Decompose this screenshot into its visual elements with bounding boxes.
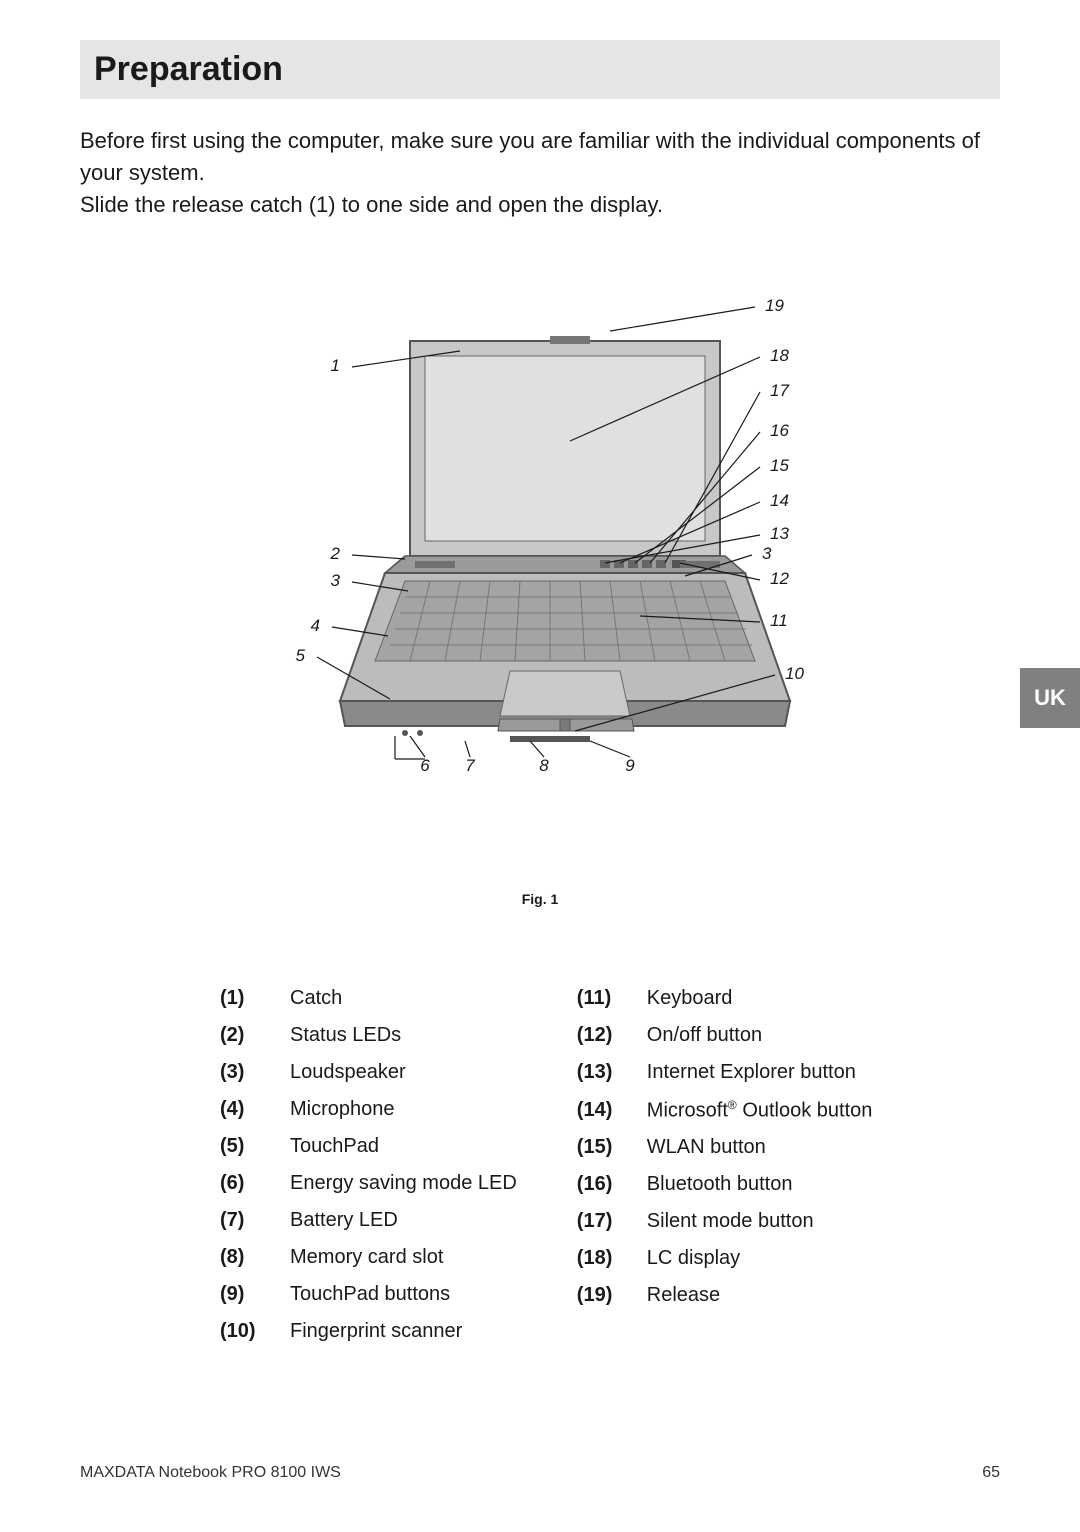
legend-item: (12) On/off button [577,1024,873,1047]
section-heading-bar: Preparation [80,40,1000,99]
legend-number: (12) [577,1024,627,1047]
callout-label: 3 [762,544,772,563]
legend-label: Internet Explorer button [647,1061,856,1084]
callout-label: 2 [330,544,341,563]
legend-number: (10) [220,1320,270,1343]
intro-line-2: Slide the release catch (1) to one side … [80,192,663,217]
legend-label: Microsoft® Outlook button [647,1098,873,1123]
callout-label: 15 [770,456,789,475]
legend-number: (13) [577,1061,627,1084]
legend-item: (13) Internet Explorer button [577,1061,873,1084]
legend-number: (1) [220,987,270,1010]
callout-label: 11 [770,611,788,630]
legend-item: (19) Release [577,1284,873,1307]
intro-line-1: Before first using the computer, make su… [80,128,980,185]
section-heading: Preparation [94,50,986,89]
legend-number: (18) [577,1247,627,1270]
legend-item: (3) Loudspeaker [220,1061,517,1084]
legend-item: (18) LC display [577,1247,873,1270]
legend-number: (17) [577,1210,627,1233]
callout-label: 18 [770,346,789,365]
callout-label: 9 [625,756,635,775]
laptop-diagram: 123456789191817161514133121110 [210,281,870,801]
legend-label: WLAN button [647,1136,766,1159]
legend-column-left: (1) Catch (2) Status LEDs (3) Loudspeaker (4) M… [220,987,517,1343]
legend-item: (15) WLAN button [577,1136,873,1159]
legend-label: Loudspeaker [290,1061,406,1084]
callout-label: 17 [770,381,789,400]
intro-paragraph: Before first using the computer, make su… [80,125,1000,221]
figure-caption: Fig. 1 [80,891,1000,907]
callout-label: 16 [770,421,789,440]
callout-label: 10 [785,664,804,683]
legend-label: LC display [647,1247,740,1270]
callout-label: 7 [465,756,475,775]
legend-number: (4) [220,1098,270,1121]
legend-number: (16) [577,1173,627,1196]
legend-item: (7) Battery LED [220,1209,517,1232]
legend-number: (6) [220,1172,270,1195]
legend-label: Fingerprint scanner [290,1320,462,1343]
legend-number: (19) [577,1284,627,1307]
laptop-hinge-row [385,556,745,573]
footer-product-name: MAXDATA Notebook PRO 8100 IWS [80,1464,341,1482]
legend-number: (8) [220,1246,270,1269]
callout-label: 1 [331,356,340,375]
legend-label: Battery LED [290,1209,398,1232]
legend-label: TouchPad buttons [290,1283,450,1306]
legend-label: Status LEDs [290,1024,401,1047]
laptop-lid [410,336,720,556]
callout-label: 5 [296,646,306,665]
legend-item: (8) Memory card slot [220,1246,517,1269]
legend-number: (3) [220,1061,270,1084]
legend-item: (9) TouchPad buttons [220,1283,517,1306]
legend-label: Microphone [290,1098,395,1121]
legend-label: Energy saving mode LED [290,1172,517,1195]
callout-label: 12 [770,569,789,588]
legend-label: On/off button [647,1024,762,1047]
legend-number: (7) [220,1209,270,1232]
legend-label: Keyboard [647,987,733,1010]
legend-number: (5) [220,1135,270,1158]
legend-item: (16) Bluetooth button [577,1173,873,1196]
figure-area: 123456789191817161514133121110 [80,281,1000,861]
legend-item: (14) Microsoft® Outlook button [577,1098,873,1123]
callout-label: 19 [765,296,784,315]
legend-label: Bluetooth button [647,1173,793,1196]
legend-label: Silent mode button [647,1210,814,1233]
legend-number: (14) [577,1099,627,1122]
legend-number: (15) [577,1136,627,1159]
footer-page-number: 65 [982,1464,1000,1482]
legend-item: (4) Microphone [220,1098,517,1121]
legend-label: Catch [290,987,342,1010]
language-tab: UK [1020,668,1080,728]
legend-item: (1) Catch [220,987,517,1010]
callout-label: 6 [420,756,430,775]
callout-label: 13 [770,524,789,543]
callout-label: 14 [770,491,789,510]
laptop-base [340,573,790,742]
legend-item: (2) Status LEDs [220,1024,517,1047]
legend-item: (10) Fingerprint scanner [220,1320,517,1343]
legend-label: Memory card slot [290,1246,443,1269]
legend-item: (6) Energy saving mode LED [220,1172,517,1195]
legend-label: Release [647,1284,720,1307]
callout-label: 8 [539,756,549,775]
legend: (1) Catch (2) Status LEDs (3) Loudspeaker (4) M… [80,987,1000,1343]
callout-label: 4 [311,616,320,635]
legend-item: (11) Keyboard [577,987,873,1010]
page-footer: MAXDATA Notebook PRO 8100 IWS 65 [80,1464,1000,1482]
legend-number: (9) [220,1283,270,1306]
legend-number: (11) [577,987,627,1010]
legend-column-right: (11) Keyboard (12) On/off button (13) Interne… [577,987,873,1343]
legend-number: (2) [220,1024,270,1047]
legend-item: (5) TouchPad [220,1135,517,1158]
callout-label: 3 [331,571,341,590]
legend-item: (17) Silent mode button [577,1210,873,1233]
legend-label: TouchPad [290,1135,379,1158]
